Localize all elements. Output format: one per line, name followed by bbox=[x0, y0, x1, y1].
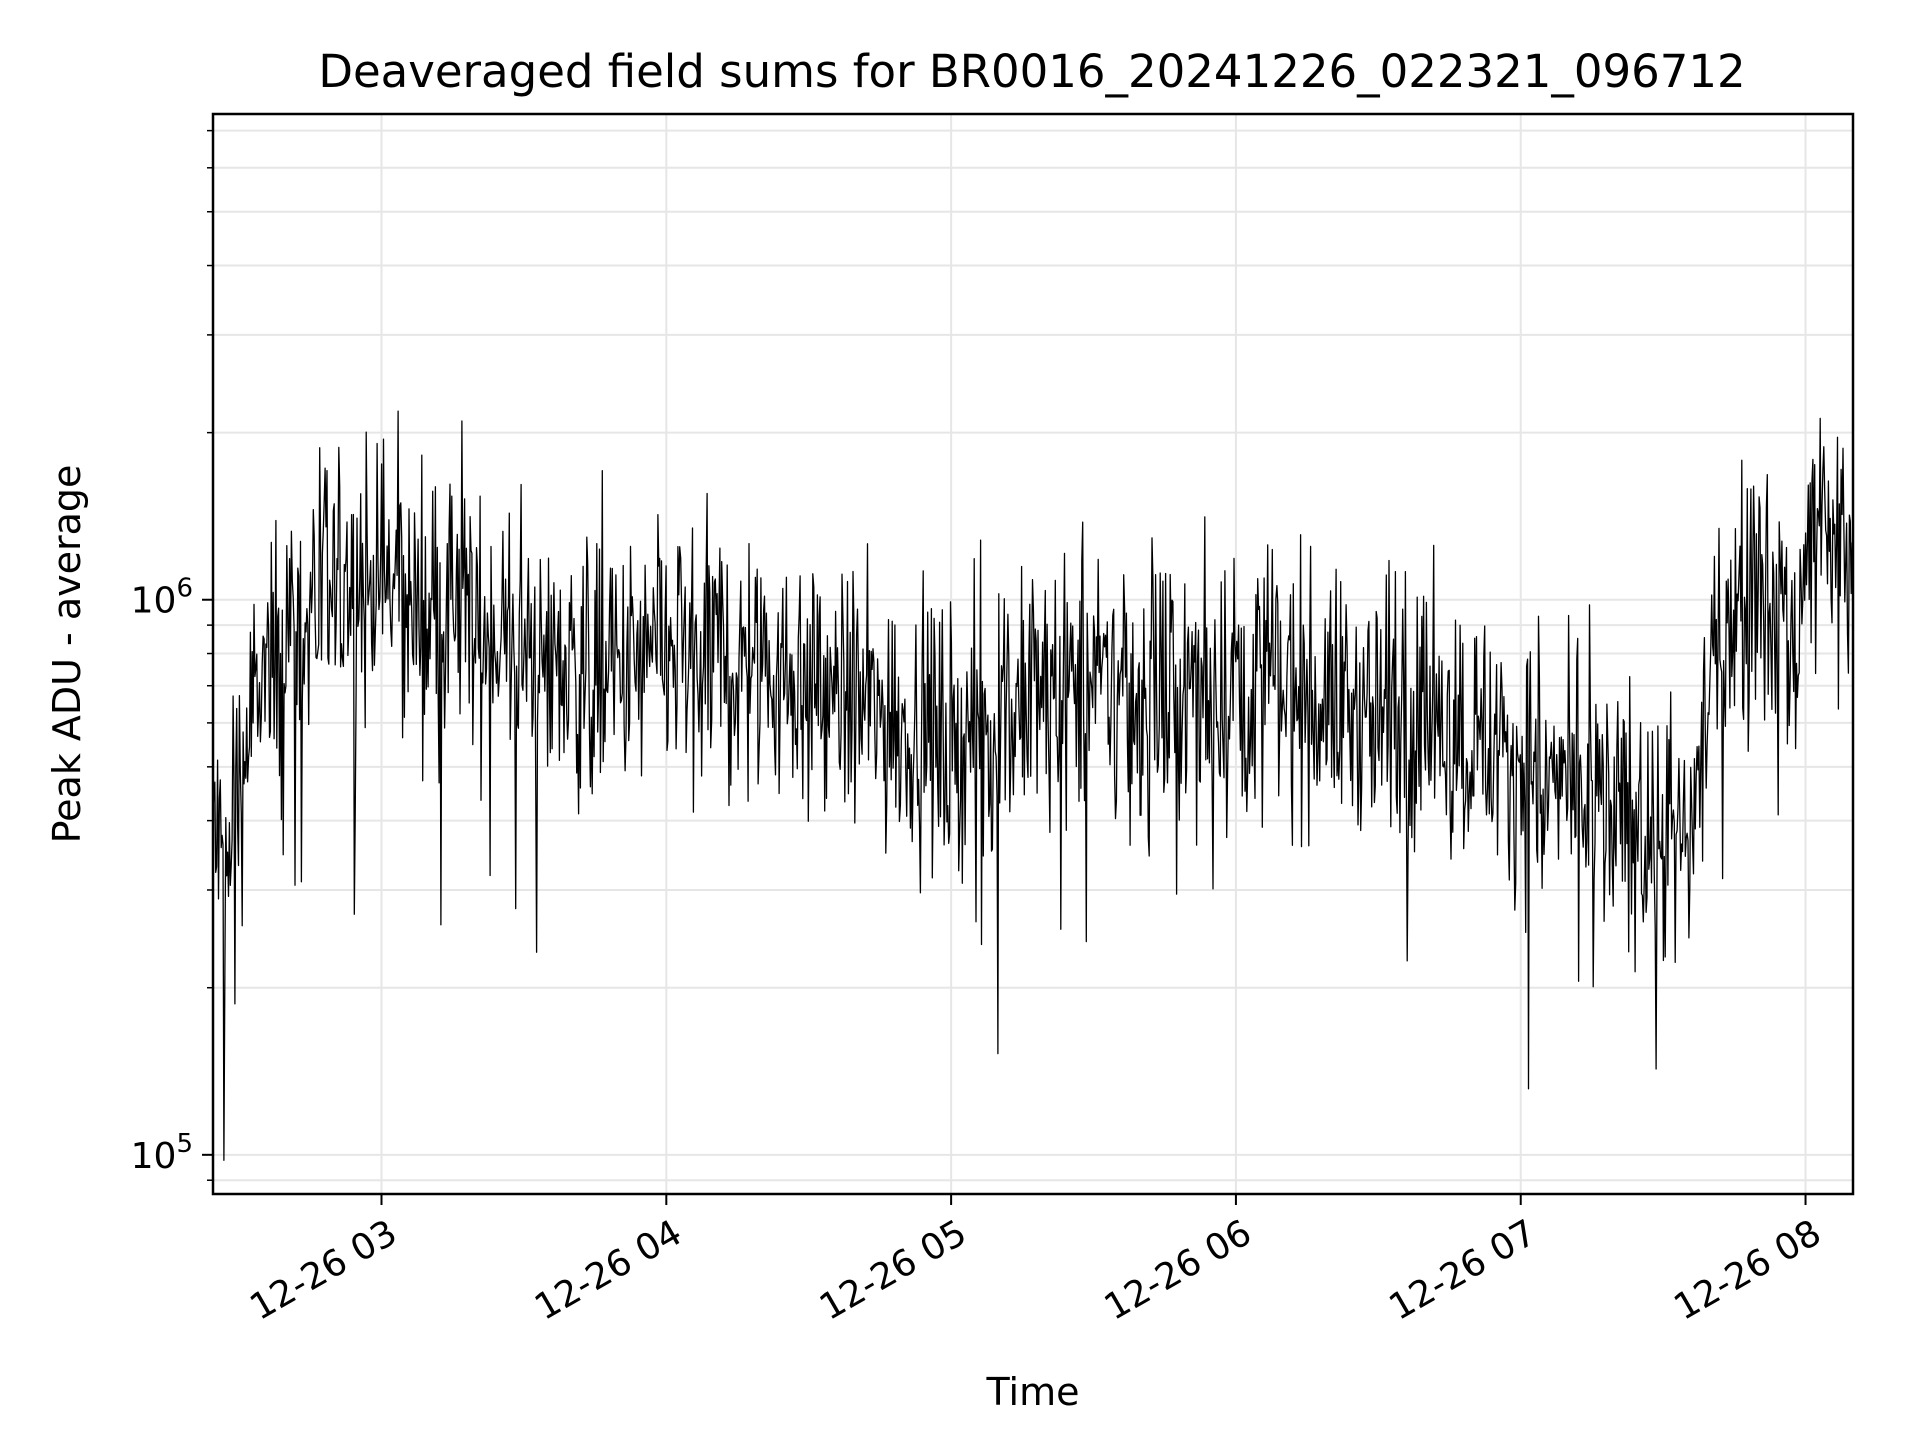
y-axis-label: Peak ADU - average bbox=[45, 465, 89, 844]
plot-frame bbox=[211, 112, 1855, 1196]
y-tick-label: 106 bbox=[131, 574, 193, 622]
series-line bbox=[212, 410, 1854, 1161]
chart-title: Deaveraged field sums for BR0016_2024122… bbox=[318, 45, 1745, 98]
grid bbox=[213, 114, 1853, 1194]
series-line-group bbox=[212, 410, 1854, 1161]
x-axis-label: Time bbox=[986, 1370, 1080, 1414]
y-tick-label: 105 bbox=[131, 1129, 193, 1177]
